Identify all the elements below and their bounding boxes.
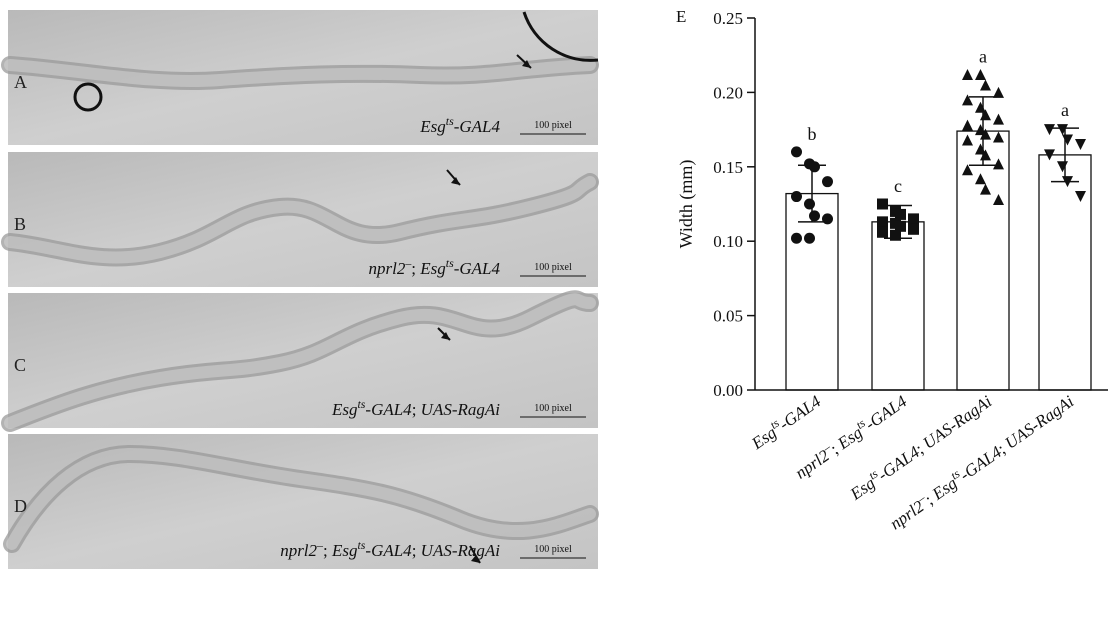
panel-label: B [14, 214, 26, 234]
data-point [908, 213, 919, 224]
text-run: ; [411, 259, 420, 278]
data-point [822, 176, 833, 187]
genotype-label: nprl2–; Esgts-GAL4; UAS-RagAi [280, 538, 500, 560]
data-point [791, 191, 802, 202]
data-point [962, 120, 973, 131]
data-point [975, 69, 986, 80]
scale-bar-label: 100 pixel [534, 262, 572, 273]
image-panel: Dnprl2–; Esgts-GAL4; UAS-RagAi 100 pixel [8, 434, 598, 569]
data-point [791, 233, 802, 244]
text-run: Esg [419, 259, 446, 278]
text-run: nprl2 [280, 541, 317, 560]
text-run: Esg [331, 400, 358, 419]
y-tick-label: 0.25 [713, 9, 743, 28]
y-tick-label: 0.20 [713, 83, 743, 102]
significance-label: a [1061, 100, 1069, 120]
text-run: -GAL4 [454, 117, 501, 136]
image-panel: Bnprl2–; Esgts-GAL4 100 pixel [8, 152, 598, 287]
bar-chart: E Width (mm) 0.00 0.05 0.10 0.15 0.20 0.25 b Esgt… [676, 7, 1108, 533]
scale-bar-label: 100 pixel [534, 403, 572, 414]
genotype-label: nprl2–; Esgts-GAL4 [369, 256, 501, 278]
data-point [908, 224, 919, 235]
text-run: -GAL4 [365, 541, 412, 560]
data-point [1062, 135, 1073, 146]
data-point [890, 230, 901, 241]
scale-bar-label: 100 pixel [534, 544, 572, 555]
data-point [877, 227, 888, 238]
significance-label: a [979, 47, 987, 67]
data-point [809, 210, 820, 221]
y-tick-label: 0.10 [713, 232, 743, 251]
panel-label: E [676, 7, 686, 26]
text-run: nprl2 [369, 259, 406, 278]
genotype-label: Esgts-GAL4; UAS-RagAi [331, 397, 500, 419]
text-run: ; [412, 541, 421, 560]
x-tick-label: Esgts-GAL4 [746, 389, 825, 454]
data-point [993, 87, 1004, 98]
data-point [962, 69, 973, 80]
y-tick-label: 0.00 [713, 381, 743, 400]
data-point [804, 199, 815, 210]
data-point [975, 102, 986, 113]
figure: A Esgts-GAL4 100 pixel Bnprl2–; Esgts-GAL4 1… [0, 0, 1118, 622]
bar [1039, 155, 1091, 390]
text-run: Esg [419, 117, 446, 136]
panel-label: C [14, 355, 26, 375]
text-run: -GAL4 [775, 391, 824, 433]
text-run: UAS-RagAi [421, 400, 501, 419]
y-tick-label: 0.15 [713, 158, 743, 177]
y-axis-label: Width (mm) [676, 160, 697, 249]
panel-label: D [14, 496, 27, 516]
data-point [1057, 124, 1068, 135]
text-run: ; [412, 400, 421, 419]
text-run: -GAL4 [365, 400, 412, 419]
panel-label: A [14, 72, 27, 92]
data-point [962, 94, 973, 105]
text-run: -GAL4 [861, 391, 910, 433]
text-run: UAS-RagAi [1001, 392, 1077, 453]
data-point [1075, 139, 1086, 150]
text-run: UAS-RagAi [919, 392, 995, 453]
text-run: -GAL4 [454, 259, 501, 278]
significance-label: b [808, 124, 817, 144]
data-point [822, 213, 833, 224]
data-point [804, 233, 815, 244]
image-panel: C Esgts-GAL4; UAS-RagAi 100 pixel [8, 293, 598, 428]
data-point [1044, 124, 1055, 135]
text-run: ; [323, 541, 332, 560]
significance-label: c [894, 176, 902, 196]
data-point [993, 114, 1004, 125]
data-point [877, 199, 888, 210]
y-tick-label: 0.05 [713, 307, 743, 326]
bar [872, 222, 924, 390]
data-point [980, 79, 991, 90]
text-run: Esg [331, 541, 358, 560]
scale-bar-label: 100 pixel [534, 120, 572, 131]
data-point [809, 161, 820, 172]
data-point [877, 216, 888, 227]
x-tick-label: Esgts-GAL4; UAS-RagAi [844, 389, 995, 504]
data-point [791, 146, 802, 157]
image-panel: A Esgts-GAL4 100 pixel [8, 10, 598, 145]
text-run: UAS-RagAi [421, 541, 501, 560]
genotype-label: Esgts-GAL4 [419, 114, 500, 136]
